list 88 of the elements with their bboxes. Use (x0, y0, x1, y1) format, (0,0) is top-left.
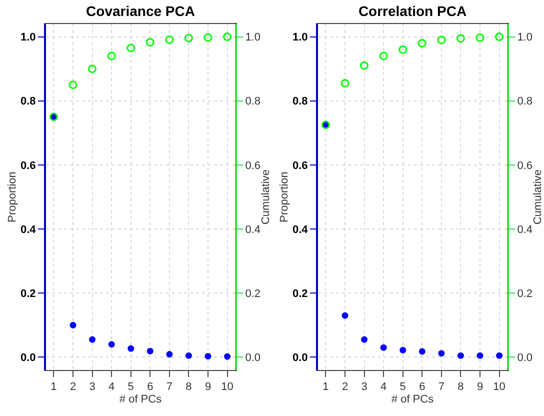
y2-tick-label: 1.0 (245, 32, 260, 44)
y-tick-label: 0.4 (292, 224, 309, 236)
point (128, 345, 134, 352)
point (342, 312, 348, 319)
y2-tick-label: 0.4 (517, 224, 532, 236)
point (89, 336, 96, 343)
x-tick-label: 9 (204, 381, 212, 394)
x-tick-label: 5 (400, 381, 406, 394)
x-tick-label: 4 (380, 381, 387, 394)
y-tick-label: 0.0 (292, 352, 308, 364)
point (398, 45, 408, 54)
y2-tick-label: 0.0 (245, 352, 260, 364)
point (418, 38, 426, 48)
y-tick-label: 0.6 (20, 160, 36, 172)
point (126, 44, 136, 52)
y-tick-label: 0.4 (20, 224, 37, 236)
point (107, 52, 116, 60)
x-tick-label: 8 (458, 381, 464, 394)
point (400, 346, 406, 354)
y-axis-title: Proportion (6, 172, 19, 222)
y2-tick-label: 0.6 (517, 160, 532, 172)
point (88, 64, 97, 74)
y2-tick-label: 1.0 (517, 32, 532, 44)
point (457, 352, 464, 359)
x-tick-label: 6 (419, 381, 426, 394)
point (438, 350, 445, 357)
y-tick-label: 0.8 (20, 96, 36, 108)
x-tick-label: 10 (493, 381, 506, 394)
x-tick-label: 3 (89, 381, 96, 394)
x-tick-label: 2 (70, 381, 76, 394)
point (361, 336, 368, 343)
y2-tick-label: 0.4 (245, 224, 260, 236)
y-tick-label: 1.0 (292, 32, 308, 44)
x-tick-label: 3 (361, 381, 368, 394)
x-tick-label: 1 (322, 381, 329, 394)
point (146, 38, 154, 47)
point (360, 61, 369, 70)
chart-title: Covariance PCA (86, 2, 195, 19)
point (146, 348, 154, 354)
y2-tick-label: 0.2 (245, 288, 260, 300)
point (185, 352, 192, 359)
point (165, 35, 174, 44)
y-tick-label: 0.2 (20, 288, 36, 300)
y2-tick-label: 0.8 (245, 96, 260, 108)
point (204, 352, 212, 360)
y-tick-label: 0.8 (292, 96, 308, 108)
y2-tick-label: 0.6 (245, 160, 260, 172)
x-tick-label: 8 (186, 381, 192, 394)
point (456, 34, 465, 43)
x-tick-label: 6 (147, 381, 154, 394)
y2-axis-title: Cumulative (260, 169, 272, 225)
point (70, 322, 76, 328)
chart-title: Correlation PCA (358, 2, 467, 19)
x-axis-title: # of PCs (119, 393, 162, 406)
point (204, 33, 212, 42)
point (166, 351, 173, 358)
y-axis-title: Proportion (278, 172, 291, 222)
x-tick-label: 1 (50, 381, 57, 394)
point (476, 352, 484, 359)
x-tick-label: 2 (342, 381, 348, 394)
y2-tick-label: 0.8 (517, 96, 532, 108)
y2-tick-label: 0.2 (517, 288, 532, 300)
point (380, 344, 387, 351)
point (496, 352, 503, 359)
y2-tick-label: 0.0 (517, 352, 532, 364)
x-tick-label: 10 (221, 381, 234, 394)
x-tick-label: 4 (108, 381, 115, 394)
point (476, 34, 484, 42)
point (495, 32, 504, 42)
y-tick-label: 1.0 (20, 32, 36, 44)
x-tick-label: 5 (128, 381, 134, 394)
point (418, 348, 426, 355)
x-axis-title: # of PCs (391, 393, 434, 406)
point (223, 32, 232, 42)
y-tick-label: 0.6 (292, 160, 308, 172)
y2-axis-title: Cumulative (532, 169, 544, 225)
y-tick-label: 0.0 (20, 352, 36, 364)
point (184, 34, 193, 42)
point (224, 353, 231, 360)
point (108, 341, 115, 348)
x-tick-label: 9 (476, 381, 484, 394)
point (379, 52, 388, 60)
x-tick-label: 7 (166, 381, 172, 394)
point (68, 80, 78, 90)
point (340, 79, 350, 88)
y-tick-label: 0.2 (292, 288, 308, 300)
x-tick-label: 7 (438, 381, 444, 394)
point (437, 36, 446, 44)
